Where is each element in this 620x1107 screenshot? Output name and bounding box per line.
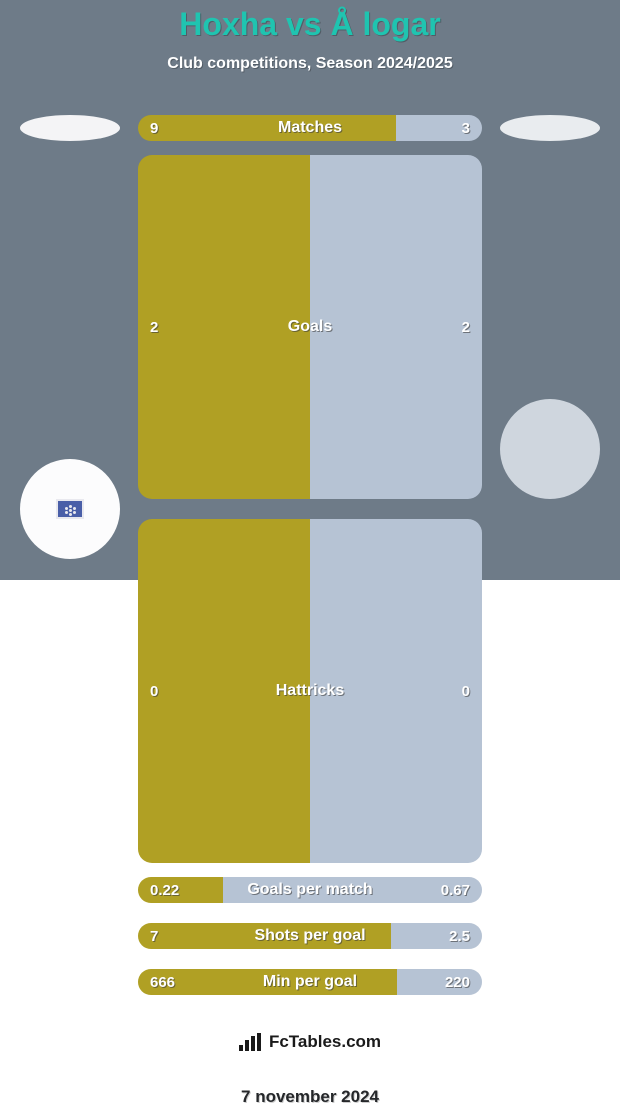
- subtitle: Club competitions, Season 2024/2025: [0, 55, 620, 73]
- row-mpg: 666 220 Min per goal: [0, 969, 620, 995]
- comparison-content: 9 3 Matches 2 2 Goals 0 0: [0, 115, 620, 1107]
- player-left-badge-large: [20, 459, 120, 559]
- row-spg: 7 2.5 Shots per goal: [0, 923, 620, 949]
- flag-icon: [56, 499, 84, 519]
- bar-value-right: 2.5: [437, 923, 482, 949]
- logo-text: FcTables.com: [269, 1032, 381, 1052]
- row-goals: 2 2 Goals 0 0 Hattricks: [0, 155, 620, 863]
- bar-value-left: 9: [138, 115, 170, 141]
- bar-value-left: 0.22: [138, 877, 191, 903]
- bar-value-right: 220: [433, 969, 482, 995]
- page-title: Hoxha vs Å logar: [0, 0, 620, 43]
- player-right-badge-small-2: [500, 399, 600, 499]
- bar-chart-icon: [239, 1033, 261, 1051]
- footer-date: 7 november 2024: [0, 1087, 620, 1107]
- bar-shots-per-goal: 7 2.5 Shots per goal: [138, 923, 482, 949]
- player-right-badge-small: [500, 115, 600, 141]
- bar-matches: 9 3 Matches: [138, 115, 482, 141]
- bar-value-right: 2: [450, 155, 482, 499]
- bar-min-per-goal: 666 220 Min per goal: [138, 969, 482, 995]
- bar-goals-per-match: 0.22 0.67 Goals per match: [138, 877, 482, 903]
- row-gpm: 0.22 0.67 Goals per match: [0, 877, 620, 903]
- row-matches: 9 3 Matches: [0, 115, 620, 141]
- bar-goals: 2 2 Goals: [138, 155, 482, 499]
- bar-value-right: 0.67: [429, 877, 482, 903]
- bar-value-left: 7: [138, 923, 170, 949]
- logo: FcTables.com: [212, 1015, 408, 1069]
- bar-value-left: 0: [138, 519, 170, 863]
- bar-hattricks: 0 0 Hattricks: [138, 519, 482, 863]
- bar-value-right: 0: [450, 519, 482, 863]
- bar-value-left: 666: [138, 969, 187, 995]
- bar-value-left: 2: [138, 155, 170, 499]
- bar-value-right: 3: [450, 115, 482, 141]
- player-left-badge-small: [20, 115, 120, 141]
- comparison-card: Hoxha vs Å logar Club competitions, Seas…: [0, 0, 620, 580]
